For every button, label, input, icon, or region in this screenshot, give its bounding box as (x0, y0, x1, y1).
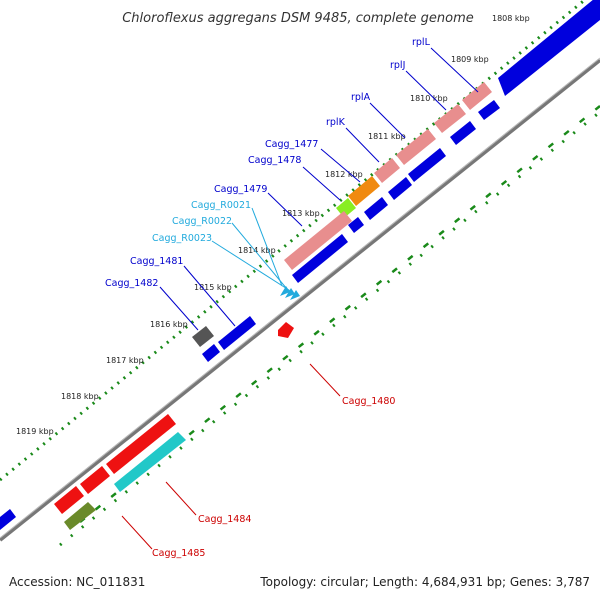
kbp-label: 1817 kbp (106, 356, 144, 365)
leader-cagg-1479 (267, 192, 303, 227)
gene-blue-r5[interactable] (364, 197, 388, 220)
gene-label-cagg-1478[interactable]: Cagg_1478 (248, 155, 301, 166)
gene-cagg-1477[interactable] (348, 176, 380, 206)
gene-labels: rplL rplJ rplA rplK Cagg_1477 Cagg_1478 … (105, 37, 431, 559)
gene-rplL[interactable] (462, 82, 492, 110)
kbp-label: 1812 kbp (325, 170, 363, 179)
gene-blue-r8[interactable] (202, 344, 220, 362)
gene-trna-r0021[interactable] (280, 286, 290, 296)
leader-cagg-r0022 (231, 222, 288, 290)
gene-label-rplL[interactable]: rplL (412, 37, 431, 48)
gene-cagg-1480[interactable] (278, 322, 294, 338)
reverse-genes (0, 100, 500, 530)
gene-trna-r0023[interactable] (290, 290, 300, 300)
gene-rplA[interactable] (396, 129, 436, 165)
forward-genes (54, 0, 600, 514)
gene-cagg-1479[interactable] (284, 211, 352, 270)
gene-cagg-1482[interactable] (192, 326, 214, 347)
genome-backbone-highlight (0, 57, 600, 539)
leader-cagg-1478 (302, 166, 341, 201)
gene-blue-r2[interactable] (450, 121, 476, 145)
gene-red-3[interactable] (106, 414, 176, 474)
kbp-label: 1811 kbp (368, 132, 406, 141)
outer-tick-ring (0, 0, 588, 482)
gene-cagg-1478[interactable] (336, 198, 356, 218)
gene-blue-r6[interactable] (348, 217, 364, 233)
gene-cagg-1484[interactable] (114, 432, 186, 492)
kbp-label: 1809 kbp (451, 55, 489, 64)
gene-label-cagg-1482[interactable]: Cagg_1482 (105, 278, 158, 289)
gene-cagg-1481[interactable] (218, 316, 256, 350)
kbp-label: 1810 kbp (410, 94, 448, 103)
kbp-label: 1818 kbp (61, 392, 99, 401)
gene-label-cagg-1477[interactable]: Cagg_1477 (265, 139, 318, 150)
gene-label-cagg-1481[interactable]: Cagg_1481 (130, 256, 183, 267)
gene-blue-r1[interactable] (478, 100, 500, 120)
leader-rplL (430, 47, 479, 93)
leader-rplK (345, 127, 380, 163)
leader-cagg-r0021 (251, 207, 283, 287)
leader-rplA (369, 102, 406, 139)
gene-label-rplK[interactable]: rplK (326, 117, 346, 128)
leader-rplJ (405, 70, 447, 111)
gene-trna-r0022[interactable] (285, 288, 295, 298)
kbp-label: 1816 kbp (150, 320, 188, 329)
kbp-label: 1808 kbp (492, 14, 530, 23)
kbp-labels: 1808 kbp 1809 kbp 1810 kbp 1811 kbp 1812… (16, 14, 530, 436)
genome-summary-text: Topology: circular; Length: 4,684,931 bp… (259, 575, 590, 589)
accession-text: Accession: NC_011831 (9, 575, 145, 589)
gene-label-cagg-1479[interactable]: Cagg_1479 (214, 184, 267, 195)
gene-blue-edge[interactable] (0, 509, 16, 530)
leader-cagg-1485 (121, 515, 153, 550)
gene-label-cagg-r0021[interactable]: Cagg_R0021 (191, 200, 251, 211)
gene-label-cagg-1480[interactable]: Cagg_1480 (342, 396, 395, 407)
gene-label-rplJ[interactable]: rplJ (390, 60, 405, 71)
gene-blue-r4[interactable] (388, 177, 412, 200)
gene-leader-lines (121, 47, 479, 550)
kbp-label: 1815 kbp (194, 283, 232, 292)
gene-blue-r7[interactable] (292, 234, 348, 283)
leader-cagg-1477 (320, 148, 361, 183)
kbp-label: 1813 kbp (282, 209, 320, 218)
leader-cagg-r0023 (211, 240, 293, 293)
gene-label-cagg-1484[interactable]: Cagg_1484 (198, 514, 251, 525)
gene-label-cagg-r0023[interactable]: Cagg_R0023 (152, 233, 212, 244)
gene-blue-large[interactable] (498, 0, 600, 96)
map-title: Chloroflexus aggregans DSM 9485, complet… (122, 11, 474, 26)
leader-cagg-1480 (309, 363, 341, 397)
gene-blue-r3[interactable] (408, 148, 446, 182)
gene-label-cagg-r0022[interactable]: Cagg_R0022 (172, 216, 232, 227)
leader-cagg-1481 (183, 265, 236, 327)
gene-cagg-1485[interactable] (64, 502, 96, 530)
gene-label-rplA[interactable]: rplA (351, 92, 371, 103)
gene-label-cagg-1485[interactable]: Cagg_1485 (152, 548, 205, 559)
leader-cagg-1484 (165, 481, 197, 516)
kbp-label: 1814 kbp (238, 246, 276, 255)
gene-rplK[interactable] (374, 158, 400, 183)
leader-cagg-1482 (159, 286, 199, 331)
genome-backbone (0, 58, 600, 542)
gene-red-1[interactable] (54, 486, 84, 514)
gene-rplJ[interactable] (434, 104, 466, 133)
gene-red-2[interactable] (80, 466, 110, 494)
kbp-label: 1819 kbp (16, 427, 54, 436)
